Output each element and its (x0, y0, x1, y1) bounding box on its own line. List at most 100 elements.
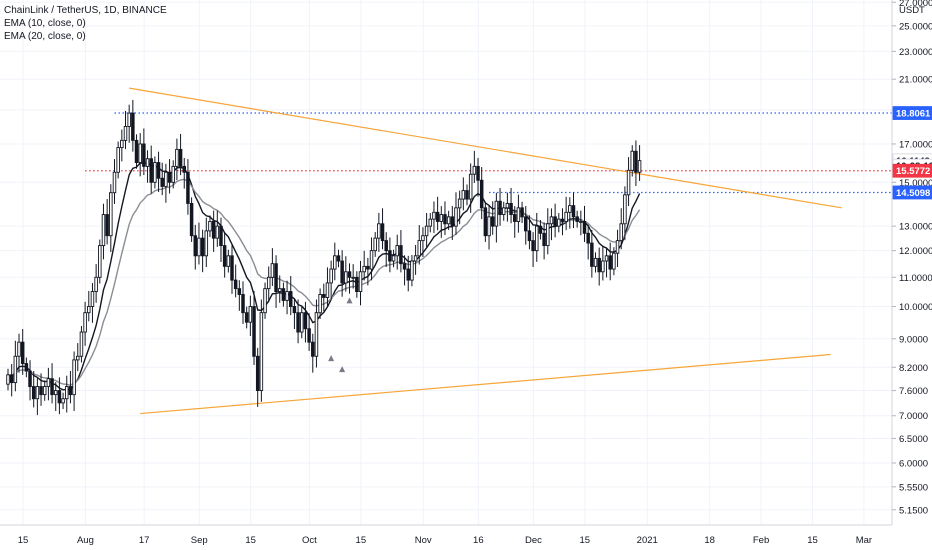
candle-body (340, 260, 344, 284)
candle-body (424, 225, 429, 237)
candle (443, 201, 447, 236)
candle (369, 237, 374, 281)
candle (424, 212, 429, 247)
candle-body (215, 225, 220, 239)
candle (226, 249, 231, 273)
time-tick-label: 15 (580, 535, 591, 546)
candle-body (65, 386, 69, 400)
candle (120, 129, 124, 162)
candle-body (35, 386, 40, 400)
time-tick-label: Oct (302, 535, 317, 546)
price-badge-bg (892, 106, 932, 120)
candle-body (597, 257, 601, 273)
candle (24, 357, 29, 378)
candle-body (20, 341, 25, 365)
candle-body (344, 271, 348, 284)
currency-label: USDT (899, 5, 925, 16)
candle (402, 255, 407, 286)
candle-body (601, 260, 605, 273)
candle-body (9, 374, 14, 384)
candle-body (145, 158, 150, 167)
candle (314, 299, 319, 368)
candle (277, 275, 282, 303)
legend-ema-10[interactable]: EMA (10, close, 0) (4, 18, 86, 29)
candle-body (83, 312, 87, 333)
price-badge-label: 14.5098 (896, 188, 930, 199)
candle (512, 206, 517, 238)
candle (391, 249, 396, 268)
candle-body (193, 235, 198, 257)
candle-body (244, 312, 249, 323)
time-tick-label: 15 (18, 535, 29, 546)
price-tick-label: 6.0000 (899, 458, 928, 469)
price-tick-label: 5.5500 (899, 482, 928, 493)
ema-20-line (7, 178, 641, 387)
candle (72, 351, 76, 411)
candle-body (248, 306, 253, 323)
candle-body (178, 148, 183, 167)
candle (142, 128, 146, 176)
candle (509, 187, 513, 224)
descending-trendline (129, 87, 842, 209)
price-tick-label: 10.0000 (899, 302, 932, 313)
candle (601, 245, 605, 281)
chart-legend: ChainLink / TetherUS, 1D, BINANCE EMA (1… (4, 4, 167, 43)
candle-body (90, 291, 95, 307)
time-axis-bg (0, 525, 932, 550)
candle-body (362, 265, 366, 273)
candle (68, 371, 73, 404)
price-axis[interactable]: 5.1500 5.5500 6.0000 6.5000 7.0000 7.6000 8.20… (891, 0, 932, 550)
candle-body (68, 386, 73, 396)
candle-body (233, 279, 238, 290)
candle (406, 255, 410, 292)
time-axis[interactable]: 15 Aug 17 Sep 15 Oct 15 Nov 16 Dec 15 2021 18 Feb 15 Ma… (0, 524, 932, 550)
time-tick-label: 15 (356, 535, 367, 546)
candle-body (549, 216, 554, 225)
candle-body (303, 312, 308, 330)
candle-body (281, 288, 286, 301)
candle-body (72, 359, 76, 396)
candle-body (557, 218, 561, 227)
candle (296, 299, 300, 344)
legend-symbol[interactable]: ChainLink / TetherUS, 1D, BINANCE (4, 5, 167, 16)
candle-body (366, 265, 370, 270)
candle-body (277, 288, 282, 293)
candle (535, 212, 539, 262)
candle-body (98, 245, 102, 278)
candle-body (377, 223, 381, 239)
candle-body (142, 143, 146, 167)
candle (160, 162, 164, 196)
candle-body (535, 225, 539, 252)
candle-body (355, 276, 359, 293)
candle-body (571, 205, 576, 218)
price-tick-label: 13.0000 (899, 222, 932, 233)
candle-body (79, 331, 84, 357)
candle (167, 159, 172, 194)
candle-body (186, 171, 190, 204)
candle (465, 184, 469, 206)
candle-body (524, 216, 528, 232)
candle (208, 215, 212, 238)
candle (318, 288, 322, 319)
candle (42, 380, 47, 401)
candle-body (406, 268, 410, 281)
candle-body (351, 276, 355, 279)
candle (336, 249, 341, 268)
candle-body (175, 148, 179, 167)
candle-body (450, 216, 455, 227)
candle (468, 163, 473, 213)
legend-ema-20[interactable]: EMA (20, close, 0) (4, 31, 86, 42)
candle (505, 192, 510, 222)
candle-body (457, 198, 462, 209)
candle (123, 110, 128, 150)
candle (476, 157, 480, 197)
candle (626, 157, 631, 207)
candle-body (435, 211, 440, 222)
candle (490, 201, 495, 235)
candle-body (564, 211, 568, 222)
candle (542, 222, 546, 260)
candle-body (46, 378, 51, 388)
candle-body (333, 255, 337, 270)
candle (590, 229, 594, 278)
